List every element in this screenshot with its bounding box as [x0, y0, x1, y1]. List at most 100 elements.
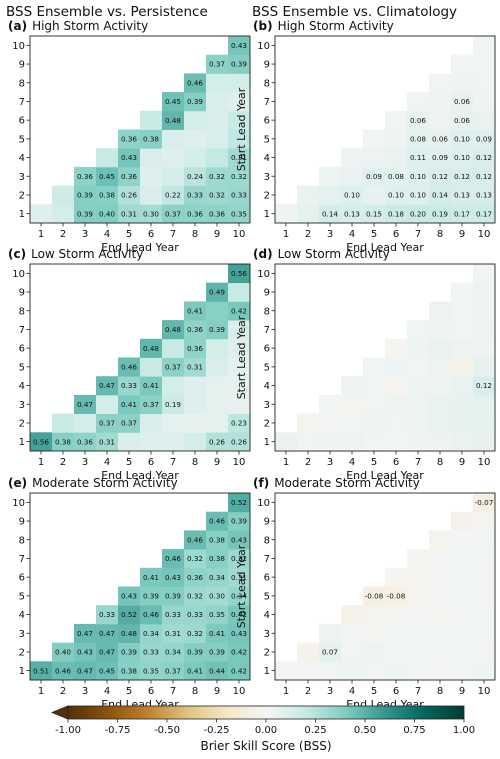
- cell-value-label: 0.33: [165, 610, 181, 619]
- heatmap-cell: [429, 623, 452, 643]
- heatmap-cell: [140, 661, 163, 681]
- y-tick-label: 4: [19, 381, 25, 392]
- cell-value-label: 0.39: [209, 325, 225, 334]
- cell-value-label: 0.37: [165, 209, 181, 218]
- heatmap-cell: [228, 511, 251, 531]
- heatmap-cell: [275, 204, 298, 224]
- heatmap-cell: [140, 642, 163, 662]
- y-tick-label: 8: [264, 535, 270, 546]
- y-tick-label: 8: [19, 535, 25, 546]
- heatmap-cell: [228, 623, 251, 643]
- heatmap-cell: [162, 394, 185, 414]
- heatmap-cell: [363, 605, 386, 625]
- cell-value-label: 0.36: [77, 437, 93, 446]
- cell-value-label: 0.22: [165, 191, 181, 200]
- heatmap-cell: [407, 320, 430, 340]
- cell-value-label: 0.43: [231, 535, 247, 544]
- x-tick-label: 4: [104, 686, 110, 697]
- heatmap-cell: [228, 54, 251, 74]
- heatmap-cell: [206, 110, 229, 130]
- cell-value-label: 0.11: [410, 153, 426, 162]
- heatmap-cell: [473, 185, 496, 205]
- heatmap-cell: [228, 661, 251, 681]
- cell-value-label: 0.34: [143, 629, 159, 638]
- cell-value-label: 0.18: [388, 209, 404, 218]
- heatmap-cell: [118, 413, 141, 433]
- cell-value-label: 0.26: [231, 437, 247, 446]
- heatmap-cell: [140, 129, 163, 149]
- y-axis-label: Start Lead Year: [0, 544, 3, 628]
- cell-value-label: 0.41: [187, 306, 203, 315]
- heatmap-cell: [228, 357, 251, 377]
- heatmap-cell: [140, 357, 163, 377]
- y-tick-label: 4: [19, 153, 25, 164]
- cell-value-label: 0.14: [432, 191, 448, 200]
- cell-value-label: 0.38: [99, 191, 115, 200]
- cell-value-label: 0.41: [121, 400, 137, 409]
- heatmap-cell: [184, 338, 207, 358]
- heatmap-cell: [429, 567, 452, 587]
- heatmap-cell: [206, 549, 229, 569]
- cell-value-label: 0.39: [77, 209, 93, 218]
- cell-value-label: 0.36: [121, 134, 137, 143]
- heatmap-cell: [341, 394, 364, 414]
- heatmap-cell: [184, 185, 207, 205]
- y-axis-label: Start Lead Year: [0, 87, 3, 171]
- cell-value-label: 0.47: [77, 400, 93, 409]
- x-tick-label: 5: [371, 229, 377, 240]
- heatmap-cell: [96, 148, 119, 168]
- column-title-persistence: BSS Ensemble vs. Persistence: [6, 4, 208, 20]
- heatmap-cell: [429, 92, 452, 112]
- cell-value-label: 0.49: [209, 288, 225, 297]
- colorbar-tick-label: -0.75: [105, 725, 131, 736]
- x-tick-label: 9: [214, 229, 220, 240]
- heatmap-cell: [228, 110, 251, 130]
- x-tick-label: 2: [305, 229, 311, 240]
- heatmap-cell: [473, 204, 496, 224]
- heatmap-cell: [184, 301, 207, 321]
- cell-value-label: 0.32: [209, 172, 225, 181]
- cell-value-label: 0.47: [99, 648, 115, 657]
- axes-frame: [274, 492, 496, 681]
- heatmap-cell: [407, 642, 430, 662]
- cell-value-label: 0.36: [187, 209, 203, 218]
- heatmap-cell: [184, 92, 207, 112]
- heatmap-cell: [206, 376, 229, 396]
- cell-value-label: 0.46: [187, 535, 203, 544]
- heatmap-cell: [297, 413, 320, 433]
- x-tick-label: 3: [82, 229, 88, 240]
- heatmap-cell: [363, 661, 386, 681]
- y-tick-label: 3: [264, 629, 270, 640]
- heatmap-cell: [385, 166, 408, 186]
- heatmap-cell: [407, 623, 430, 643]
- cell-value-label: 0.42: [231, 666, 247, 675]
- cell-value-label: 0.30: [209, 591, 225, 600]
- heatmap-cell: [162, 148, 185, 168]
- x-tick-label: 8: [192, 457, 198, 468]
- y-tick-label: 5: [264, 134, 270, 145]
- heatmap-cell: [429, 148, 452, 168]
- cell-value-label: 0.42: [231, 610, 247, 619]
- heatmap-cell: [206, 301, 229, 321]
- cell-value-label: 0.38: [55, 437, 71, 446]
- cell-value-label: 0.56: [231, 269, 247, 278]
- cell-value-label: 0.47: [77, 629, 93, 638]
- cell-value-label: 0.24: [187, 172, 203, 181]
- cell-value-label: 0.52: [121, 610, 137, 619]
- heatmap-cell: [319, 166, 342, 186]
- heatmap-cell: [140, 623, 163, 643]
- heatmap-cell: [385, 394, 408, 414]
- panel-subtitle: High Storm Activity: [278, 19, 394, 33]
- y-tick-label: 7: [19, 97, 25, 108]
- heatmap-cell: [429, 549, 452, 569]
- heatmap-cell: [162, 92, 185, 112]
- cell-value-label: 0.43: [77, 648, 93, 657]
- heatmap-cell: [228, 394, 251, 414]
- axes-frame: [274, 263, 496, 452]
- x-tick-label: 6: [148, 686, 154, 697]
- heatmap-cell: [429, 413, 452, 433]
- heatmap-cell: [140, 586, 163, 606]
- cell-value-label: 0.10: [454, 134, 470, 143]
- cell-value-label: 0.34: [209, 573, 225, 582]
- cell-value-label: 0.31: [99, 437, 115, 446]
